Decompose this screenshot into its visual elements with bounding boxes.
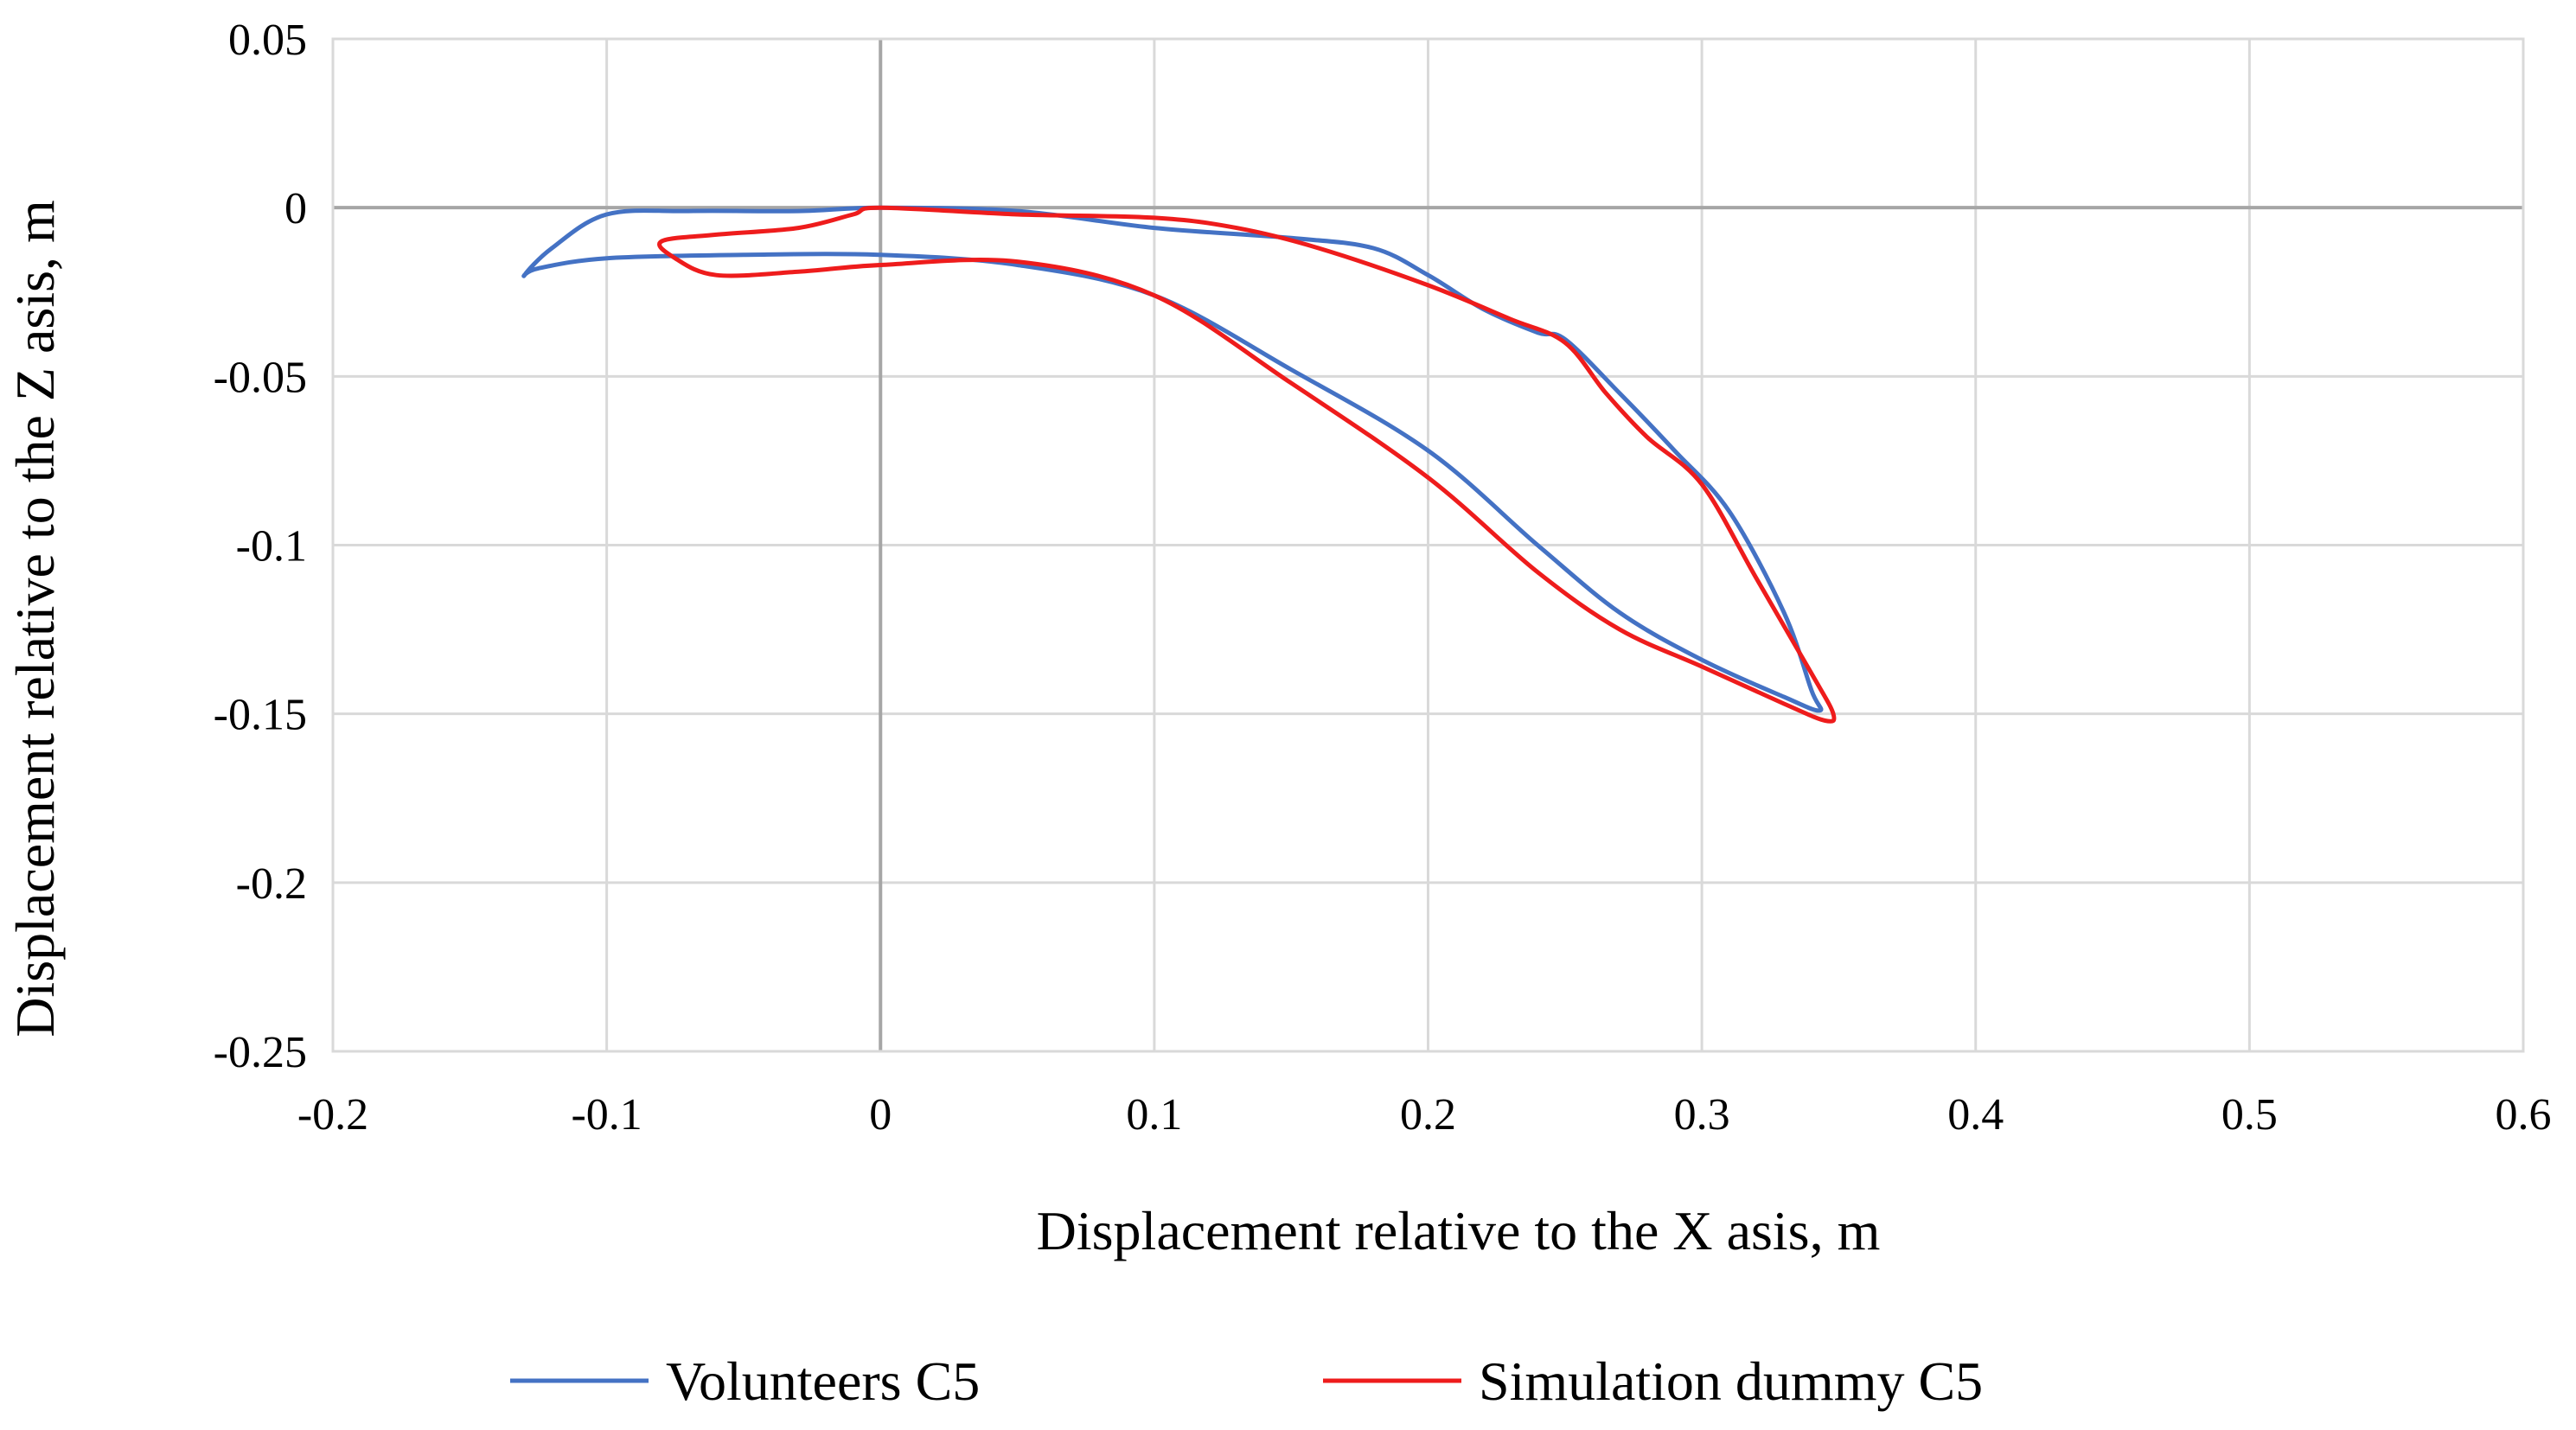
y-tick-labels: 0.05 0 -0.05 -0.1 -0.15 -0.2 -0.25 [214,16,307,1077]
x-axis-title: Displacement relative to the X asis, m [1037,1200,1881,1261]
y-tick-label: -0.05 [214,353,307,402]
x-tick-label: -0.2 [297,1090,368,1140]
x-tick-label: -0.1 [571,1090,642,1140]
x-tick-label: 0.6 [2496,1090,2552,1140]
legend-label-simulation-dummy-c5: Simulation dummy C5 [1479,1350,1983,1412]
x-tick-label: 0.1 [1126,1090,1182,1140]
x-tick-label: 0.5 [2221,1090,2278,1140]
y-tick-label: -0.1 [236,522,307,571]
x-tick-label: 0.2 [1400,1090,1456,1140]
legend: Volunteers C5 Simulation dummy C5 [510,1350,1983,1412]
y-tick-label: 0 [284,184,307,233]
y-tick-label: -0.15 [214,691,307,740]
x-tick-label: 0 [869,1090,892,1140]
y-tick-label: -0.2 [236,859,307,909]
x-tick-label: 0.3 [1674,1090,1730,1140]
legend-label-volunteers-c5: Volunteers C5 [666,1350,980,1412]
x-tick-label: 0.4 [1947,1090,2004,1140]
y-axis-title: Displacement relative to the Z asis, m [4,200,66,1037]
x-tick-labels: -0.2 -0.1 0 0.1 0.2 0.3 0.4 0.5 0.6 [297,1090,2552,1140]
series-line-simulation-dummy-c5 [657,205,1837,724]
series-line-volunteers-c5 [521,205,1824,713]
grid [331,37,2525,1053]
y-tick-label: -0.25 [214,1028,307,1077]
series-layer [521,205,1837,724]
y-tick-label: 0.05 [228,16,307,65]
plot-border [331,37,2525,1053]
